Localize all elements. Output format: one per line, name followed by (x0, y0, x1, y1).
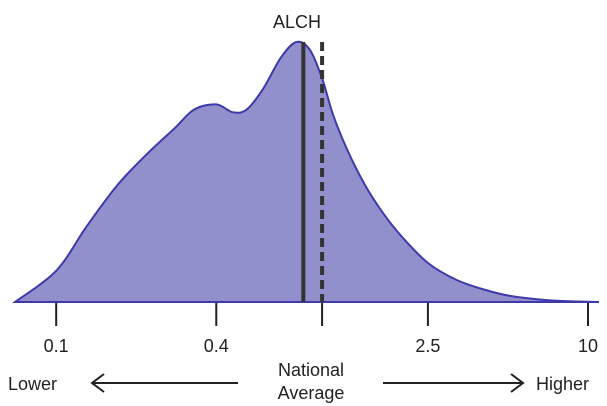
lower-label: Lower (8, 374, 57, 394)
x-tick-label: 0.1 (44, 336, 69, 356)
left-arrow-icon (90, 373, 238, 393)
direction-legend: Lower National Average Higher (8, 360, 589, 403)
plot-area (12, 40, 600, 303)
x-tick-label: 2.5 (415, 336, 440, 356)
density-area (12, 40, 600, 303)
x-tick-label: 10 (578, 336, 598, 356)
x-tick-label: 0.4 (204, 336, 229, 356)
national-label-line1: National (278, 360, 344, 380)
chart-title: ALCH (273, 12, 321, 32)
national-label-line2: Average (278, 383, 345, 403)
higher-label: Higher (536, 374, 589, 394)
right-arrow-icon (383, 373, 525, 393)
x-axis-ticks: 0.1 0.4 2.5 10 (44, 303, 598, 356)
